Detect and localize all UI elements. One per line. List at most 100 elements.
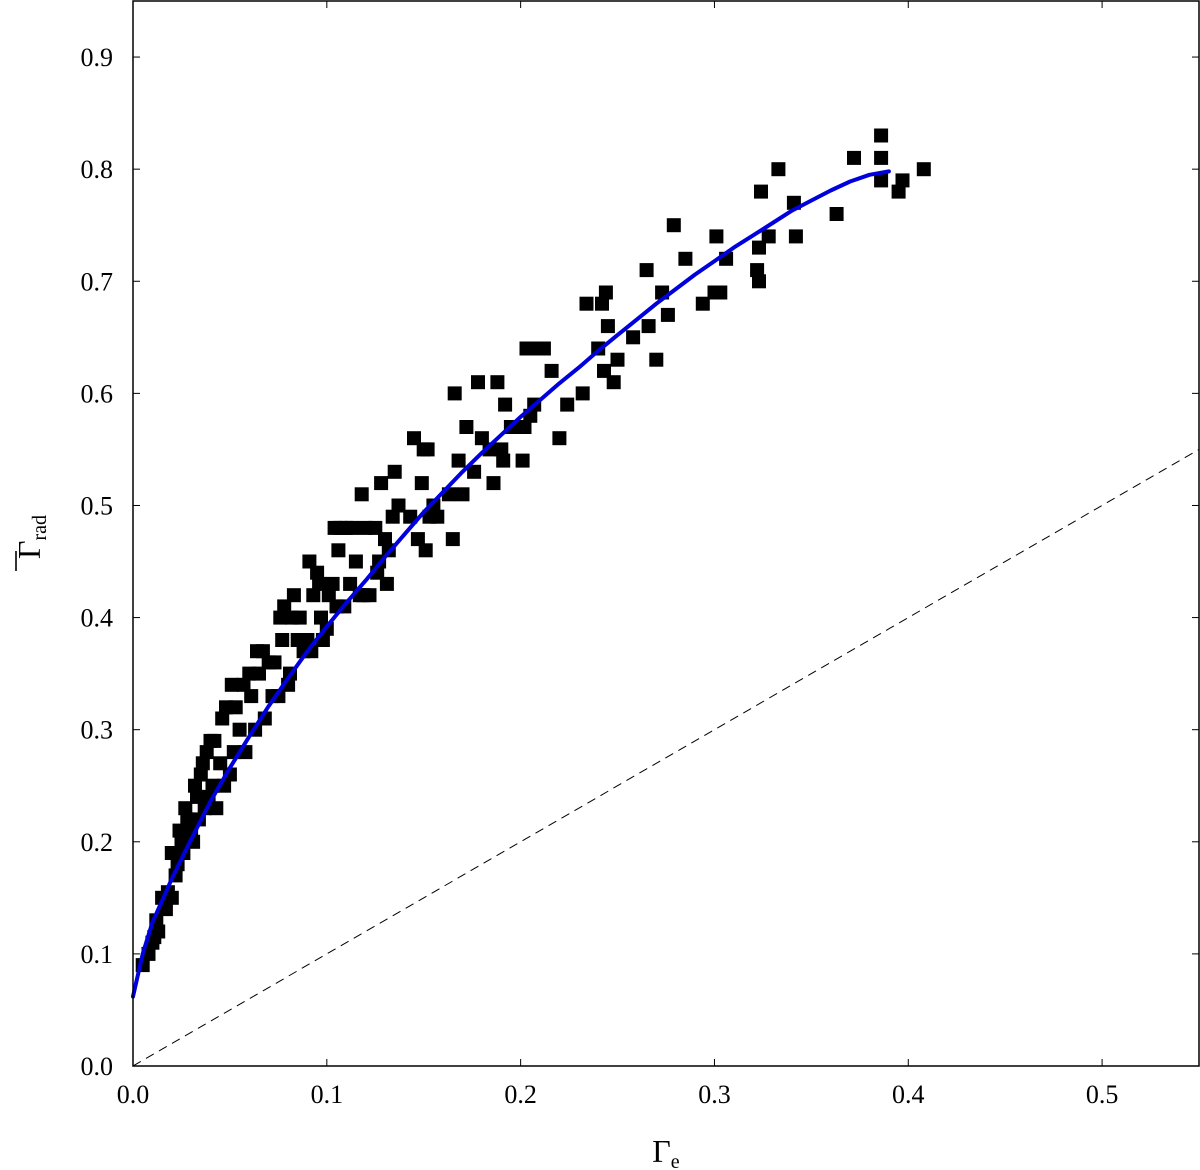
svg-text:Γrad: Γrad <box>11 515 51 559</box>
data-point <box>321 588 336 603</box>
data-point <box>771 162 786 177</box>
data-point <box>874 173 889 188</box>
data-point <box>273 610 288 625</box>
data-point <box>410 532 425 547</box>
data-point <box>474 431 489 446</box>
data-point <box>199 745 214 760</box>
data-point <box>232 722 247 737</box>
y-tick-label: 0.6 <box>81 379 114 408</box>
data-point <box>300 633 315 647</box>
y-tick-label: 0.2 <box>81 828 114 857</box>
x-tick-label: 0.5 <box>1086 1080 1119 1109</box>
data-point <box>430 509 445 524</box>
x-tick-label: 0.3 <box>698 1080 731 1109</box>
data-point <box>498 397 513 412</box>
data-point <box>302 554 317 569</box>
data-point <box>379 576 394 591</box>
data-point <box>331 543 346 558</box>
y-tick-label: 0.8 <box>81 155 114 184</box>
y-tick-label: 0.7 <box>81 267 114 296</box>
data-point <box>343 576 358 591</box>
data-point <box>666 218 681 233</box>
data-point <box>228 700 243 715</box>
x-tick-labels: 0.0 0.1 0.2 0.3 0.4 0.5 <box>117 1080 1119 1109</box>
data-point <box>292 610 307 625</box>
data-point <box>151 924 166 939</box>
data-point <box>277 599 292 614</box>
data-point <box>407 431 421 446</box>
data-point <box>471 375 485 390</box>
data-point <box>575 386 590 401</box>
data-point <box>267 655 282 670</box>
data-point <box>754 184 768 199</box>
data-point <box>391 498 406 513</box>
data-point <box>244 689 259 704</box>
data-point <box>597 363 611 378</box>
fit-curve-layer <box>131 169 891 999</box>
data-point <box>649 352 664 367</box>
plot-frame <box>132 0 1200 1067</box>
data-point <box>213 756 228 771</box>
data-point <box>678 251 693 266</box>
y-tick-label: 0.1 <box>81 940 114 969</box>
data-points-layer <box>135 128 931 973</box>
data-point <box>595 296 609 311</box>
y-tick-label: 0.4 <box>81 604 114 633</box>
data-point <box>385 509 400 524</box>
data-point <box>455 487 470 502</box>
data-point <box>660 307 675 322</box>
data-point <box>600 319 615 334</box>
data-point <box>847 150 861 165</box>
y-tick-label: 0.5 <box>81 491 114 520</box>
data-point <box>215 711 230 726</box>
data-point <box>172 823 187 838</box>
data-point <box>713 285 728 300</box>
data-point <box>752 240 766 255</box>
data-point <box>312 576 327 591</box>
data-point <box>606 375 621 390</box>
data-point <box>467 464 482 479</box>
data-point <box>209 801 224 816</box>
y-axis-label: Γrad <box>11 515 51 571</box>
data-point <box>164 846 179 860</box>
data-point <box>178 801 193 816</box>
data-point <box>752 274 766 289</box>
data-point <box>874 128 889 143</box>
data-point <box>224 677 239 692</box>
data-point <box>641 319 656 334</box>
data-point <box>598 285 613 300</box>
data-point <box>544 363 559 378</box>
data-point <box>695 296 710 311</box>
data-point <box>426 498 441 513</box>
x-tick-label: 0.2 <box>504 1080 537 1109</box>
data-point <box>891 184 906 199</box>
data-point <box>895 173 910 188</box>
data-point <box>374 476 389 491</box>
data-point <box>236 677 251 692</box>
data-point <box>387 464 402 479</box>
data-point <box>314 610 328 625</box>
data-point <box>709 229 724 244</box>
data-point <box>255 644 270 659</box>
data-point <box>517 420 532 434</box>
data-point <box>459 420 474 434</box>
data-point <box>193 767 208 782</box>
data-point <box>345 520 359 535</box>
data-point <box>486 476 501 491</box>
data-point <box>750 263 765 278</box>
data-point <box>354 487 369 502</box>
data-point <box>325 576 340 591</box>
data-point <box>445 532 460 547</box>
y-tick-label: 0.9 <box>81 43 114 72</box>
data-point <box>188 778 202 793</box>
x-tick-label: 0.0 <box>117 1080 150 1109</box>
data-point <box>195 756 210 771</box>
axis-ticks-layer <box>132 1 1199 1067</box>
data-point <box>874 150 889 165</box>
reference-line-layer <box>133 448 1199 1066</box>
data-point <box>496 453 511 468</box>
y-tick-label: 0.3 <box>81 716 114 745</box>
data-point <box>552 431 567 446</box>
data-point <box>378 532 392 547</box>
